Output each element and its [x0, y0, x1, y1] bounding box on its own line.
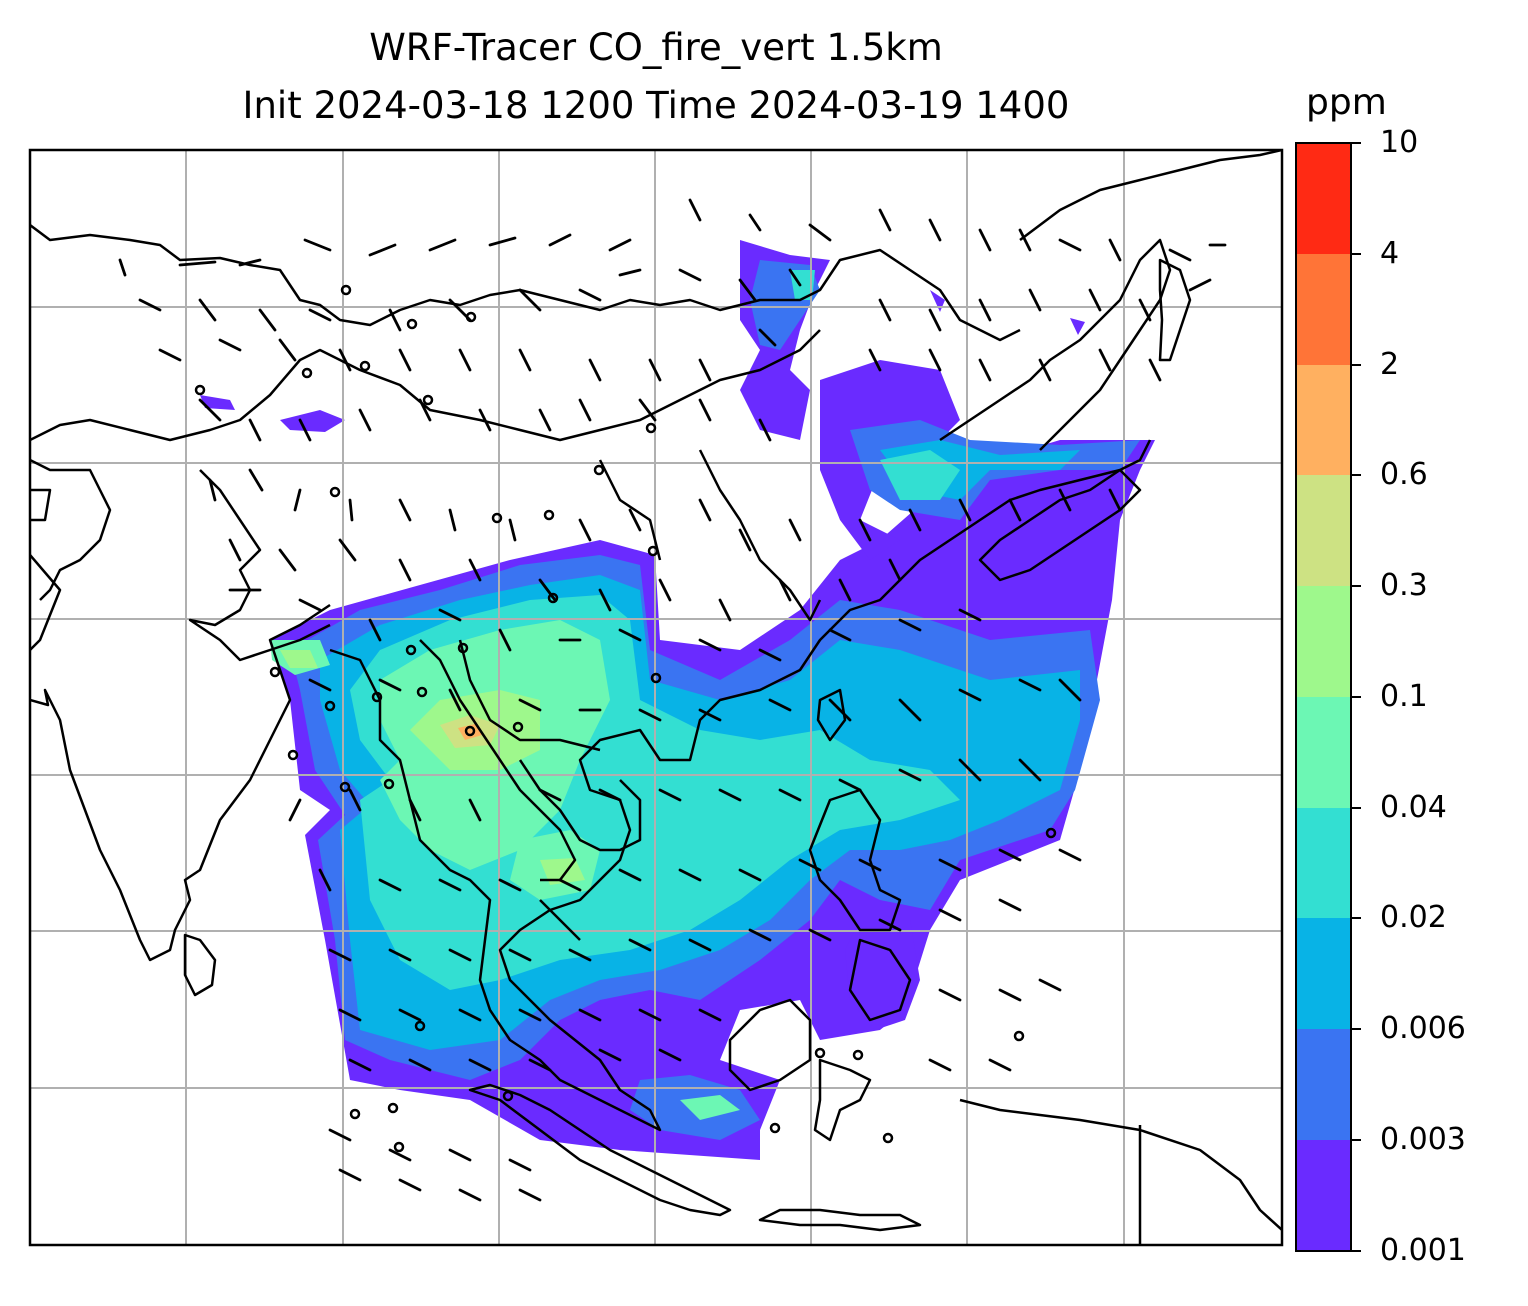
- colorbar-tick-label: 0.6: [1380, 457, 1428, 492]
- colorbar-tick-label: 2: [1380, 347, 1400, 382]
- sumatra: [468, 1083, 732, 1217]
- myanmar-thailand-border: [419, 639, 601, 882]
- sulawesi: [813, 1058, 872, 1142]
- taiwan: [816, 688, 847, 742]
- map-title-line-1: WRF-Tracer CO_fire_vert 1.5km: [369, 26, 943, 69]
- concentration-level-5-d: [680, 1095, 740, 1120]
- colorbar-tick-label: 4: [1380, 236, 1400, 271]
- colorbar-segment: [1296, 697, 1351, 808]
- map-title-line-2: Init 2024-03-18 1200 Time 2024-03-19 140…: [242, 84, 1070, 127]
- japan-korea: [939, 238, 1172, 451]
- colorbar-segment: [1296, 475, 1351, 586]
- colorbar-tick-label: 0.1: [1380, 679, 1428, 714]
- colorbar: [1295, 142, 1361, 1252]
- northeast-island: [1158, 258, 1192, 362]
- colorbar-tick-label: 0.04: [1380, 790, 1447, 825]
- colorbar-tick-label: 0.006: [1380, 1011, 1466, 1046]
- colorbar-segment: [1296, 1140, 1351, 1251]
- java: [758, 1208, 922, 1232]
- map-panel: [30, 150, 1282, 1245]
- colorbar-tick-label: 0.3: [1380, 568, 1428, 603]
- philippines: [808, 788, 912, 1022]
- colorbar-segment: [1296, 1029, 1351, 1140]
- colorbar-tick-label: 10: [1380, 125, 1419, 160]
- india-coastline: [30, 554, 331, 962]
- borneo: [728, 998, 812, 1092]
- colorbar-segment: [1296, 586, 1351, 697]
- colorbar-tick-label: 0.003: [1380, 1122, 1466, 1157]
- sri-lanka: [183, 933, 217, 997]
- himalaya-border: [188, 469, 331, 662]
- northern-border-1: [30, 224, 1021, 342]
- laos-vietnam-border: [518, 759, 642, 941]
- colorbar-segment: [1296, 143, 1351, 254]
- colorbar-segment: [1296, 254, 1351, 365]
- colorbar-segment: [1296, 918, 1351, 1029]
- northeast-coast: [1019, 150, 1282, 241]
- northern-border-2: [30, 329, 821, 442]
- colorbar-ticks: [1351, 142, 1361, 1252]
- western-border: [30, 458, 112, 601]
- concentration-level-8: [458, 724, 482, 740]
- map-gridlines: [30, 150, 1282, 1245]
- concentration-level-6-b: [280, 650, 585, 885]
- southeast-asia-mainland: [329, 439, 1152, 1132]
- china-internal: [598, 449, 822, 622]
- colorbar-unit-label: ppm: [1306, 82, 1387, 123]
- colorbar-tick-label: 0.001: [1380, 1233, 1466, 1268]
- colorbar-tick-label: 0.02: [1380, 900, 1447, 935]
- map-frame: [28, 148, 1284, 1247]
- colorbar-segment: [1296, 808, 1351, 918]
- new-guinea: [959, 1098, 1282, 1245]
- wind-barbs: [118, 198, 1227, 1202]
- coastlines-and-borders: [30, 150, 1282, 1245]
- colorbar-segment: [1296, 365, 1351, 475]
- calm-wind-markers: [194, 284, 1057, 1153]
